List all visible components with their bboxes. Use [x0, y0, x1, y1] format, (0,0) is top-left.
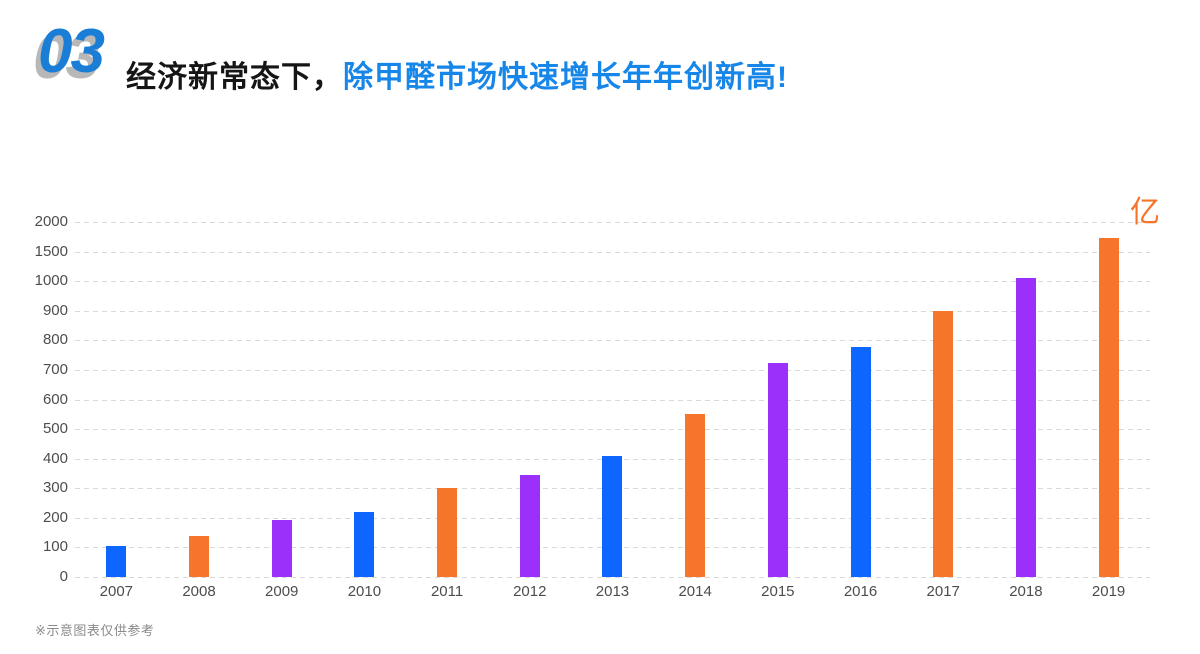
page-title: 经济新常态下，除甲醛市场快速增长年年创新高!: [126, 52, 788, 96]
y-axis-label-600: 600: [42, 390, 68, 408]
gridline-900: [75, 310, 1150, 312]
x-axis-label-2013: 2013: [595, 583, 630, 600]
bar-2015: [767, 362, 788, 577]
x-axis-label-2010: 2010: [347, 583, 382, 600]
y-axis-label-0: 0: [59, 568, 68, 585]
gridline-800: [75, 340, 1150, 342]
x-axis-label-2009: 2009: [265, 583, 299, 600]
gridline-2000: [75, 222, 1150, 223]
bar-2008: [189, 536, 210, 577]
y-axis: 0 100 200 300 400 500 600 700 800 900 1000 1500 2000: [8, 213, 68, 585]
x-axis-label-2016: 2016: [843, 583, 878, 600]
gridline-1500: [75, 251, 1150, 253]
bar-2007: [106, 545, 127, 577]
bar-2011: [437, 488, 458, 577]
y-axis-label-900: 900: [42, 301, 68, 319]
x-axis: 2007 2008 2009 2010 2011 2012 2013 2014 2015 2016…: [75, 583, 1150, 605]
bars: [75, 222, 1150, 577]
y-axis-label-400: 400: [42, 449, 68, 467]
bar-2010: [354, 511, 375, 577]
bar-2013: [602, 455, 623, 577]
bar-2018: [1015, 278, 1036, 577]
y-axis-label-700: 700: [42, 360, 68, 378]
bar-column-2007: [75, 222, 158, 577]
y-axis-label-1000: 1000: [34, 272, 68, 290]
bar-column-2014: [654, 222, 737, 577]
gridline-1000: [75, 281, 1150, 283]
bar-column-2008: [158, 222, 241, 577]
x-axis-label-2012: 2012: [513, 583, 547, 600]
y-axis-label-500: 500: [42, 420, 68, 438]
bar-2014: [685, 413, 706, 577]
bar-column-2012: [488, 222, 571, 577]
bar-column-2015: [737, 222, 820, 577]
y-axis-label-100: 100: [42, 538, 68, 556]
x-axis-label-2008: 2008: [182, 583, 216, 600]
bar-column-2010: [323, 222, 406, 577]
gridline-500: [75, 429, 1150, 431]
gridline-0: [75, 577, 1150, 578]
x-axis-label-2018: 2018: [1009, 583, 1043, 600]
bar-column-2013: [571, 222, 654, 577]
x-axis-label-2017: 2017: [926, 583, 960, 600]
x-axis-label-2011: 2011: [430, 583, 464, 600]
bar-2019: [1098, 238, 1119, 577]
y-axis-label-200: 200: [42, 508, 68, 526]
section-number: 03: [38, 17, 105, 86]
bar-2009: [271, 519, 292, 577]
x-axis-label-2015: 2015: [761, 583, 795, 600]
unit-label: 亿: [1130, 196, 1160, 229]
bar-column-2018: [985, 222, 1068, 577]
bar-2012: [519, 474, 540, 577]
footnote: ※示意图表仅供参考: [35, 623, 155, 638]
bar-2017: [933, 310, 954, 577]
y-axis-label-800: 800: [42, 331, 68, 349]
title-dark-part: 经济新常态下，: [126, 61, 343, 94]
y-axis-label-1500: 1500: [34, 242, 68, 260]
bar-column-2011: [406, 222, 489, 577]
title-highlight-part: 除甲醛市场快速增长年年创新高!: [343, 61, 788, 94]
bar-column-2009: [240, 222, 323, 577]
bar-column-2019: [1067, 222, 1150, 577]
y-axis-label-300: 300: [42, 479, 68, 497]
y-axis-label-2000: 2000: [34, 213, 68, 230]
plot-area: 亿: [75, 198, 1160, 578]
bar-column-2016: [819, 222, 902, 577]
x-axis-label-2019: 2019: [1091, 583, 1126, 600]
x-axis-label-2014: 2014: [678, 583, 712, 600]
gridline-600: [75, 399, 1150, 401]
bar-2016: [850, 347, 871, 577]
gridline-700: [75, 369, 1150, 371]
x-axis-label-2007: 2007: [99, 583, 134, 600]
bar-column-2017: [902, 222, 985, 577]
